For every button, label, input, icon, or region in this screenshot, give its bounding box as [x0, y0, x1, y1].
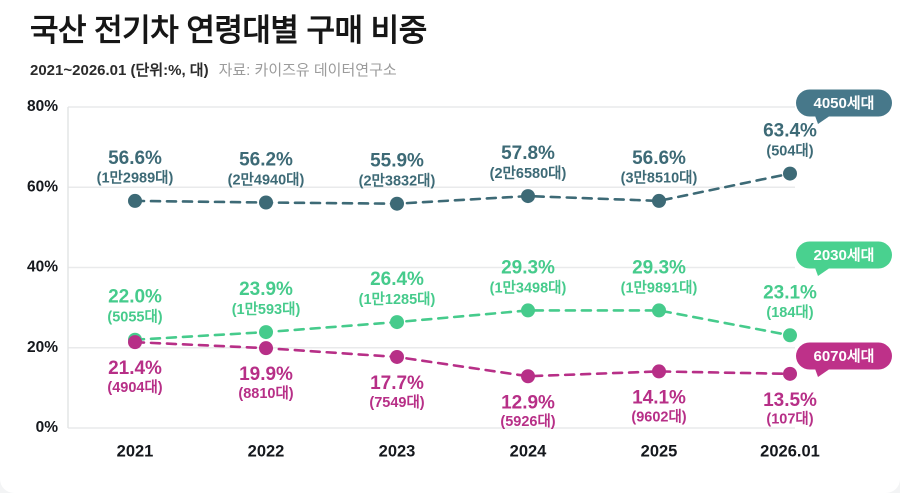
y-tick-label: 0%	[36, 419, 59, 436]
data-point-6070세대	[259, 341, 273, 356]
data-point-4050세대	[259, 195, 273, 210]
x-tick-label: 2026.01	[760, 442, 820, 460]
x-tick-label: 2024	[510, 442, 548, 460]
data-point-6070세대	[783, 366, 797, 381]
data-point-6070세대	[128, 335, 142, 350]
count-label-6070세대: (4904대)	[107, 379, 162, 396]
count-label-6070세대: (8810대)	[238, 385, 293, 402]
data-point-2030세대	[521, 303, 535, 318]
subtitle-range-units: 2021~2026.01 (단위:%, 대)	[30, 61, 209, 79]
value-label-2030세대: 23.9%	[239, 279, 293, 300]
data-point-2030세대	[783, 328, 797, 343]
data-point-4050세대	[390, 196, 404, 211]
page-title: 국산 전기차 연령대별 구매 비중	[30, 13, 427, 48]
count-label-4050세대: (2만4940대)	[228, 171, 305, 188]
value-label-2030세대: 26.4%	[370, 269, 424, 290]
count-label-6070세대: (5926대)	[500, 413, 555, 430]
value-label-4050세대: 56.6%	[108, 148, 162, 169]
value-label-4050세대: 56.2%	[239, 150, 293, 171]
x-tick-label: 2021	[117, 442, 154, 460]
x-tick-label: 2025	[641, 442, 678, 460]
data-point-6070세대	[652, 364, 666, 379]
value-label-6070세대: 19.9%	[239, 364, 293, 385]
data-point-4050세대	[783, 166, 797, 181]
count-label-4050세대: (3만8510대)	[621, 170, 698, 187]
count-label-2030세대: (1만3498대)	[490, 279, 567, 296]
subtitle-source: 자료: 카이즈유 데이터연구소	[218, 61, 397, 79]
y-tick-label: 80%	[27, 98, 58, 115]
x-tick-label: 2023	[379, 442, 416, 460]
subtitle-row: 2021~2026.01 (단위:%, 대) 자료: 카이즈유 데이터연구소	[30, 59, 870, 80]
legend-badge-label: 6070세대	[814, 348, 875, 365]
data-point-2030세대	[390, 315, 404, 330]
data-point-6070세대	[521, 369, 535, 384]
legend-badge-2030세대	[796, 241, 892, 269]
data-point-4050세대	[652, 193, 666, 208]
value-label-4050세대: 57.8%	[501, 143, 555, 164]
count-label-2030세대: (5055대)	[107, 309, 162, 326]
count-label-4050세대: (2만3832대)	[359, 173, 436, 190]
value-label-2030세대: 23.1%	[763, 282, 817, 303]
data-point-4050세대	[521, 189, 535, 204]
value-label-6070세대: 21.4%	[108, 358, 162, 379]
value-label-6070세대: 13.5%	[763, 390, 817, 411]
y-tick-label: 20%	[27, 339, 58, 356]
legend-badge-label: 2030세대	[814, 247, 875, 264]
value-label-6070세대: 14.1%	[632, 387, 686, 408]
data-point-2030세대	[652, 303, 666, 318]
value-label-4050세대: 55.9%	[370, 151, 424, 172]
chart-header: 국산 전기차 연령대별 구매 비중 2021~2026.01 (단위:%, 대)…	[30, 12, 870, 80]
count-label-2030세대: (1만593대)	[232, 301, 301, 318]
legend-badge-4050세대	[796, 89, 892, 117]
value-label-2030세대: 29.3%	[501, 257, 555, 278]
count-label-2030세대: (1만9891대)	[621, 279, 698, 296]
value-label-6070세대: 17.7%	[370, 373, 424, 394]
data-point-4050세대	[128, 193, 142, 208]
value-label-4050세대: 63.4%	[763, 121, 817, 142]
value-label-4050세대: 56.6%	[632, 148, 686, 169]
value-label-6070세대: 12.9%	[501, 392, 555, 413]
legend-badge-label: 4050세대	[814, 95, 875, 112]
count-label-4050세대: (1만2989대)	[97, 170, 174, 187]
count-label-4050세대: (504대)	[766, 142, 813, 159]
count-label-2030세대: (184대)	[766, 304, 813, 321]
data-point-6070세대	[390, 349, 404, 364]
count-label-2030세대: (1만1285대)	[359, 291, 436, 308]
data-point-2030세대	[259, 325, 273, 340]
series-line-2030세대	[133, 309, 792, 342]
series-line-4050세대	[133, 172, 792, 206]
y-tick-label: 40%	[27, 259, 58, 276]
count-label-4050세대: (2만6580대)	[490, 165, 567, 182]
count-label-6070세대: (7549대)	[369, 394, 424, 411]
count-label-6070세대: (9602대)	[631, 408, 686, 425]
legend-badge-6070세대	[796, 342, 892, 370]
series-line-6070세대	[133, 340, 792, 378]
value-label-2030세대: 29.3%	[632, 257, 686, 278]
x-tick-label: 2022	[248, 442, 285, 460]
value-label-2030세대: 22.0%	[108, 287, 162, 308]
y-tick-label: 60%	[27, 178, 58, 195]
count-label-6070세대: (107대)	[766, 411, 813, 428]
